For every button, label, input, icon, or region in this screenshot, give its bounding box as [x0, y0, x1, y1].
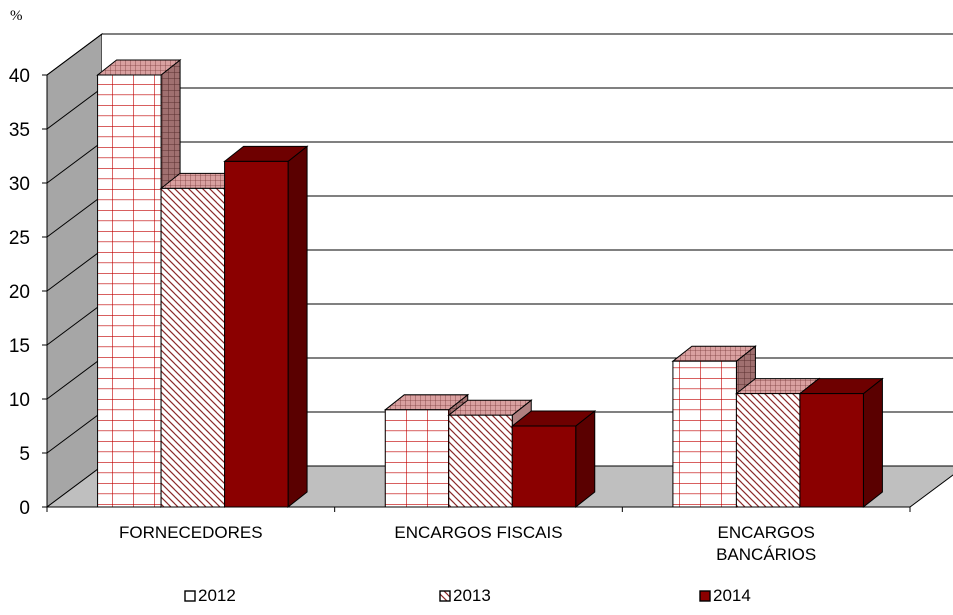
bar-side [575, 409, 596, 509]
y-unit-label: % [10, 8, 23, 24]
legend-label: 2013 [453, 586, 491, 605]
legend-item-2013: 2013 [439, 586, 491, 605]
y-tick-labels: 0 5 10 15 20 25 30 35 40 [9, 66, 30, 519]
category-label: FORNECEDORES [119, 523, 263, 542]
y-tick-label: 40 [9, 66, 30, 87]
gridline-40 [46, 33, 953, 76]
bar-2014-1 [510, 409, 597, 509]
legend-label: 2012 [198, 586, 236, 605]
bar-front [97, 74, 162, 508]
bar-front [224, 160, 289, 508]
category-labels: FORNECEDORES ENCARGOS FISCAIS ENCARGOS BANC… [119, 523, 816, 564]
y-tick-label: 0 [19, 498, 30, 519]
bar-front [672, 360, 737, 508]
legend: 2012 2013 2014 [184, 586, 751, 605]
bar-2012-0 [96, 58, 182, 509]
y-tick-label: 25 [9, 228, 30, 249]
legend-swatch [184, 590, 196, 602]
bar-front [799, 393, 864, 508]
bar-2014-0 [223, 145, 309, 509]
legend-item-2014: 2014 [699, 586, 751, 605]
bar-side [862, 377, 883, 509]
legend-swatch [699, 590, 711, 602]
bar-2014-2 [798, 377, 884, 509]
y-tick-label: 35 [9, 120, 30, 141]
y-tick-label: 5 [19, 444, 30, 465]
bars [96, 58, 884, 509]
category-label: ENCARGOS BANCÁRIOS [716, 523, 816, 564]
bar-front [384, 409, 450, 508]
bar-side [287, 145, 308, 509]
bar-front [448, 414, 513, 508]
y-tick-label: 20 [9, 282, 30, 303]
bar-front [735, 393, 801, 508]
bar-front [511, 425, 577, 508]
y-tick-label: 30 [9, 174, 30, 195]
legend-swatch [439, 590, 451, 602]
legend-label: 2014 [713, 586, 751, 605]
y-tick-label: 10 [9, 390, 30, 411]
category-label: ENCARGOS FISCAIS [394, 523, 562, 542]
bar-front [160, 187, 226, 508]
y-tick-label: 15 [9, 336, 30, 357]
legend-item-2012: 2012 [184, 586, 236, 605]
